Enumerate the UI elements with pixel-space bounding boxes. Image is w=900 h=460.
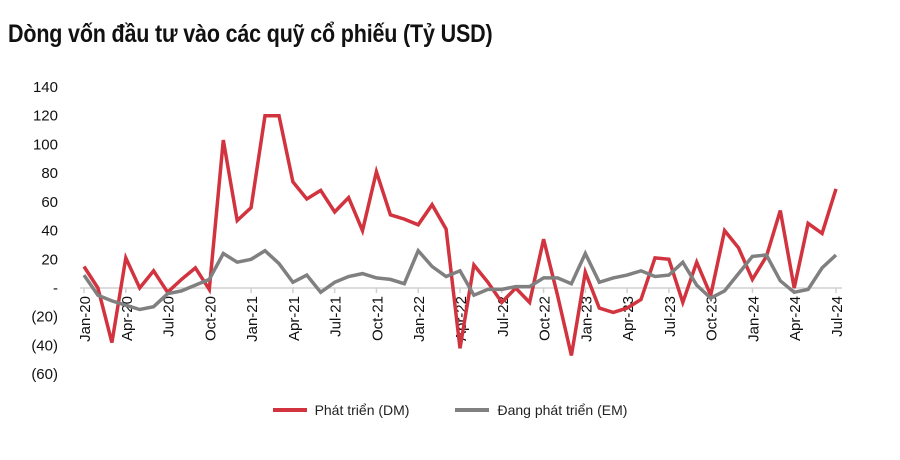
- x-tick-label: Jan-22: [411, 296, 428, 342]
- x-tick-label: Apr-21: [286, 296, 303, 341]
- x-tick-label: Jan-24: [745, 296, 762, 342]
- x-tick-label: Jul-23: [662, 296, 679, 337]
- y-tick-label: (40): [31, 337, 58, 354]
- legend-item-em: Đang phát triển (EM): [455, 402, 627, 418]
- x-tick-label: Oct-23: [704, 296, 721, 341]
- x-tick-label: Oct-22: [537, 296, 554, 341]
- legend-label-em: Đang phát triển (EM): [497, 402, 628, 418]
- x-tick-label: Jan-21: [244, 296, 261, 342]
- y-tick-label: -: [53, 280, 58, 297]
- y-tick-label: 60: [41, 194, 58, 211]
- x-tick-label: Jul-20: [161, 296, 178, 337]
- y-tick-label: 120: [33, 108, 58, 125]
- y-tick-label: 40: [41, 223, 58, 240]
- y-tick-label: 140: [33, 79, 58, 96]
- legend: Phát triển (DM) Đang phát triển (EM): [0, 402, 900, 418]
- y-tick-label: 100: [33, 136, 58, 153]
- y-tick-label: (20): [31, 309, 58, 326]
- x-tick-label: Jul-21: [328, 296, 345, 337]
- y-tick-label: (60): [31, 366, 58, 383]
- y-tick-label: 20: [41, 251, 58, 268]
- legend-label-dm: Phát triển (DM): [314, 402, 410, 418]
- x-tick-label: Jan-20: [77, 296, 94, 342]
- x-tick-label: Jan-23: [578, 296, 595, 342]
- x-tick-label: Oct-21: [369, 296, 386, 341]
- chart-title: Dòng vốn đầu tư vào các quỹ cổ phiếu (Tỷ…: [8, 20, 493, 48]
- x-tick-label: Jul-24: [829, 296, 846, 337]
- legend-item-dm: Phát triển (DM): [272, 402, 410, 418]
- legend-swatch-em: [455, 408, 490, 412]
- x-tick-label: Oct-20: [202, 296, 219, 341]
- x-tick-label: Jul-22: [495, 296, 512, 337]
- y-tick-label: 80: [41, 165, 58, 182]
- x-tick-label: Apr-24: [787, 296, 804, 341]
- legend-swatch-dm: [272, 408, 307, 412]
